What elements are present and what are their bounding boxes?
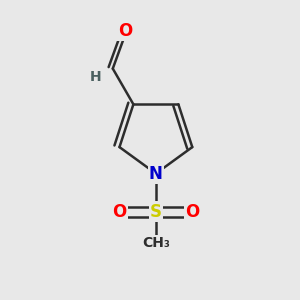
Text: H: H xyxy=(90,70,102,84)
Text: CH₃: CH₃ xyxy=(142,236,170,250)
Text: O: O xyxy=(118,22,132,40)
Text: S: S xyxy=(150,203,162,221)
Text: N: N xyxy=(149,165,163,183)
Text: O: O xyxy=(186,203,200,221)
Text: O: O xyxy=(112,203,126,221)
